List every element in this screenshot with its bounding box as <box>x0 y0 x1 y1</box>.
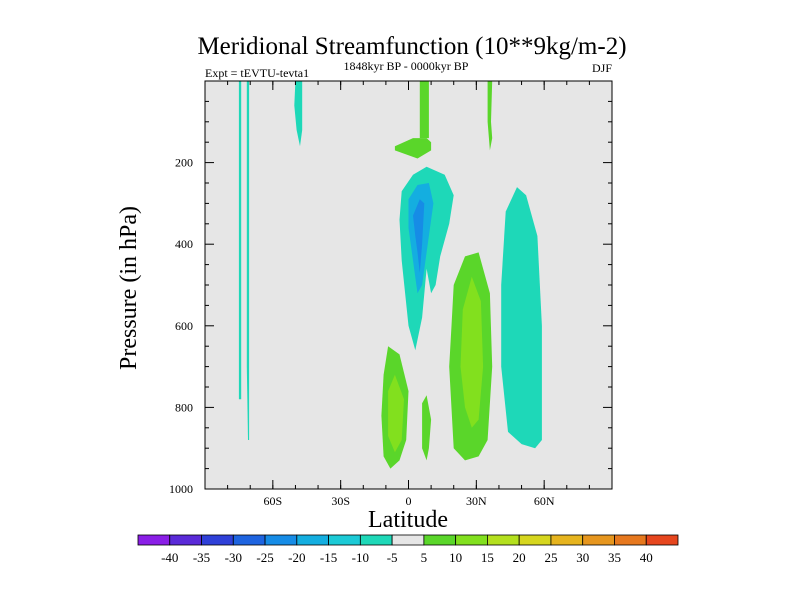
contour-region-sh-polar-streak-1 <box>238 81 242 400</box>
colorbar-label: 30 <box>576 550 589 565</box>
colorbar-label: -10 <box>352 550 369 565</box>
contour-region-nh-subtropical-negative-cell <box>501 187 542 449</box>
colorbar-swatch <box>518 534 552 546</box>
colorbar-label: -5 <box>387 550 398 565</box>
colorbar-swatch <box>169 534 202 546</box>
colorbar-label: -20 <box>288 550 305 565</box>
y-tick-label: 800 <box>175 400 193 414</box>
colorbar-swatch <box>232 534 266 546</box>
contour-region-sh-upper-tongue <box>294 81 303 147</box>
y-axis-label: Pressure (in hPa) <box>116 206 142 370</box>
right-string: DJF <box>592 61 612 75</box>
colorbar-swatch <box>137 534 171 546</box>
colorbar-swatch <box>550 534 584 546</box>
x-axis-label: Latitude <box>368 507 448 533</box>
contour-layer <box>238 81 542 469</box>
colorbar-swatch <box>391 534 425 546</box>
y-tick-label: 1000 <box>169 482 193 496</box>
colorbar-label: -40 <box>161 550 178 565</box>
chart-title: Meridional Streamfunction (10**9kg/m-2) <box>197 33 626 60</box>
colorbar-swatch <box>614 534 647 546</box>
colorbar-swatch <box>296 534 329 546</box>
axis-ticks: 60S 30S 0 30N 60N 200 400 600 800 1000 <box>169 80 613 508</box>
x-tick-label: 60N <box>534 494 555 508</box>
x-tick-label: 30S <box>331 494 350 508</box>
colorbar: -40 -35 -30 -25 -20 -15 -10 -5 5 10 15 20 25 30 35 40 <box>137 534 679 565</box>
colorbar-swatch <box>455 534 488 546</box>
center-string: 1848kyr BP - 0000kyr BP <box>344 59 469 73</box>
colorbar-label: 40 <box>640 550 653 565</box>
contour-region-equatorial-core-20 <box>413 199 425 273</box>
colorbar-swatch <box>201 534 234 546</box>
y-tick-label: 200 <box>175 156 193 170</box>
colorbar-swatch <box>264 534 298 546</box>
colorbar-label: -25 <box>256 550 273 565</box>
colorbar-swatch <box>487 534 520 546</box>
colorbar-label: -15 <box>320 550 337 565</box>
colorbar-swatch <box>423 534 457 546</box>
x-tick-label: 30N <box>466 494 487 508</box>
contour-region-nh-tropical-positive-core <box>460 276 484 428</box>
contour-region-equatorial-lower-streak <box>422 395 432 461</box>
contour-region-upper-equatorial-positive <box>394 138 432 159</box>
contour-region-nh-upper-thin-streak <box>487 81 493 151</box>
y-tick-label: 600 <box>175 319 193 333</box>
colorbar-swatch <box>328 534 361 546</box>
colorbar-label: 35 <box>608 550 621 565</box>
contour-region-sh-tropical-positive-core <box>388 374 404 453</box>
y-tick-label: 400 <box>175 237 193 251</box>
colorbar-label: 5 <box>421 550 428 565</box>
colorbar-swatch <box>645 534 679 546</box>
colorbar-label: 20 <box>513 550 526 565</box>
colorbar-swatch <box>359 534 393 546</box>
colorbar-label: 15 <box>481 550 494 565</box>
contour-region-sh-polar-streak-2 <box>246 81 250 440</box>
contour-region-equatorial-upper-column <box>419 81 429 139</box>
x-tick-label: 0 <box>406 494 412 508</box>
colorbar-swatch <box>582 534 615 546</box>
colorbar-label: 25 <box>544 550 557 565</box>
colorbar-label: 10 <box>449 550 462 565</box>
left-string: Expt = tEVTU-tevta1 <box>205 66 309 80</box>
colorbar-label: -35 <box>193 550 210 565</box>
colorbar-label: -30 <box>225 550 242 565</box>
x-tick-label: 60S <box>263 494 282 508</box>
